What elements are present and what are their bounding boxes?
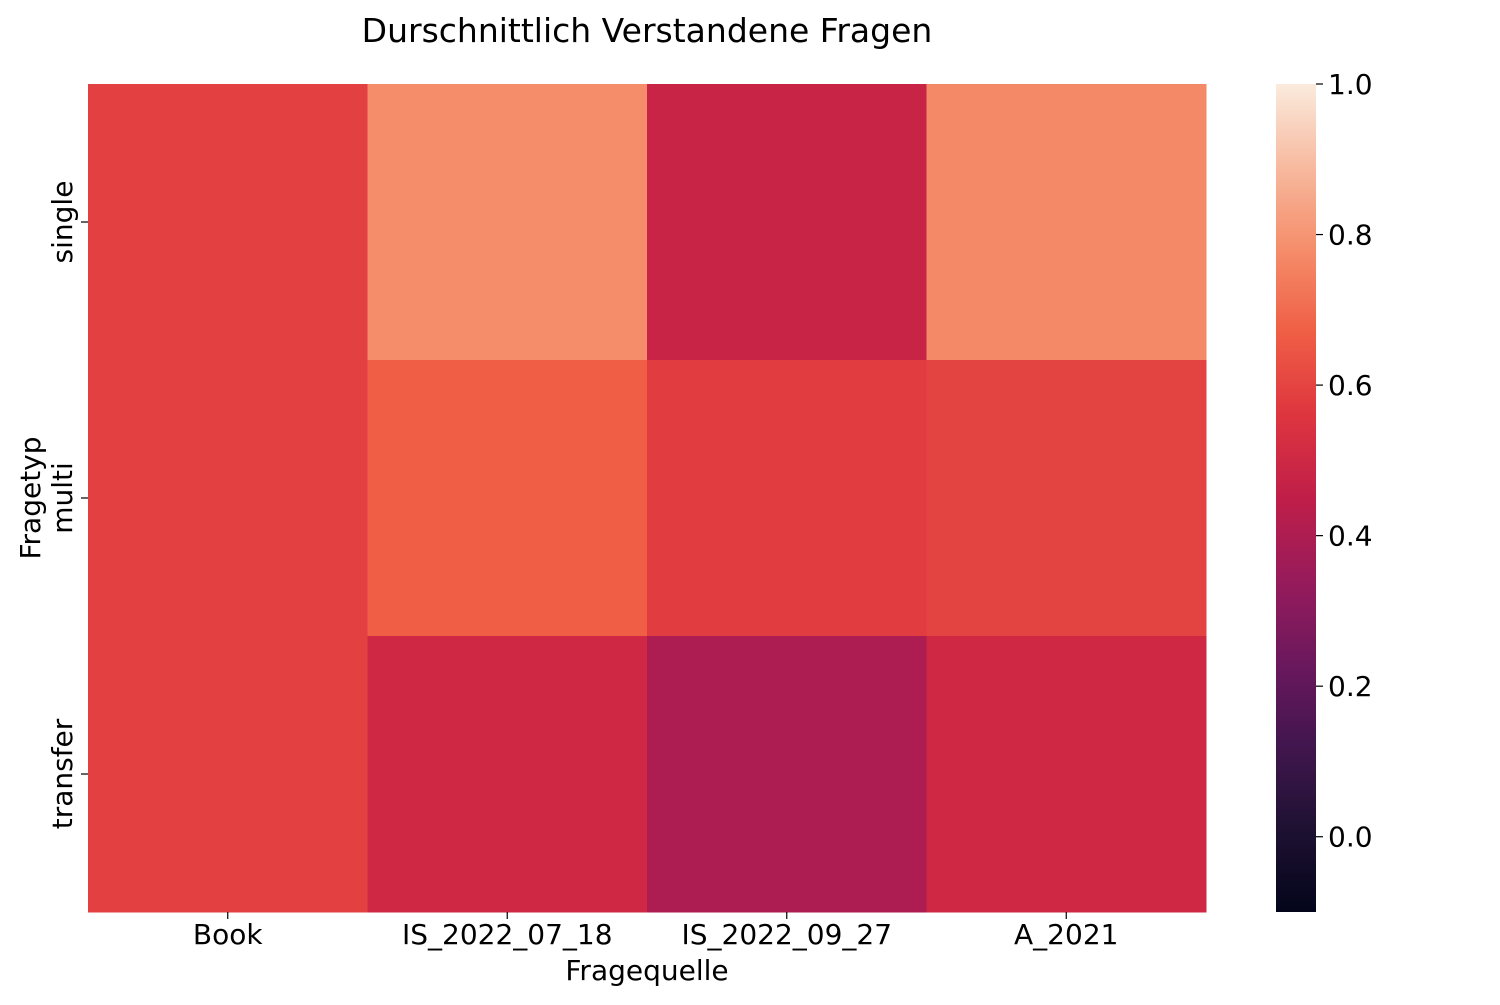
heatmap-cell [367,360,648,637]
colorbar-tick-label: 0.8 [1328,219,1373,252]
y-tick-label: multi [46,462,79,534]
heatmap-cell [88,636,368,913]
x-tick-label: Book [193,918,263,951]
colorbar-tick-label: 0.2 [1328,670,1373,703]
colorbar-gradient [1276,84,1316,912]
heatmap-cells [88,84,1207,913]
x-axis-label: Fragequelle [565,954,728,987]
heatmap-cell [647,84,927,361]
colorbar-tick-label: 1.0 [1328,68,1373,101]
heatmap-cell [647,636,927,913]
heatmap-cell [926,636,1207,913]
chart-title: Durschnittlich Verstandene Fragen [362,11,933,50]
colorbar-tick-label: 0.0 [1328,821,1373,854]
heatmap-cell [926,84,1207,361]
y-axis-label: Fragetyp [14,436,47,559]
heatmap-cell [926,360,1207,637]
colorbar: 0.0 0.2 0.4 0.6 0.8 1.0 [1276,68,1373,912]
y-axis: single multi transfer [46,181,88,829]
y-tick-label: single [46,181,79,264]
x-tick-label: IS_2022_07_18 [402,918,613,951]
x-axis: Book IS_2022_07_18 IS_2022_09_27 A_2021 [193,912,1118,951]
heatmap-cell [88,360,368,637]
y-tick-label: transfer [46,718,79,829]
heatmap-cell [647,360,927,637]
colorbar-tick-label: 0.4 [1328,520,1373,553]
heatmap-cell [367,84,648,361]
colorbar-tick-label: 0.6 [1328,369,1373,402]
x-tick-label: IS_2022_09_27 [681,918,892,951]
heatmap-cell [367,636,648,913]
x-tick-label: A_2021 [1014,918,1118,951]
heatmap-cell [88,84,368,361]
